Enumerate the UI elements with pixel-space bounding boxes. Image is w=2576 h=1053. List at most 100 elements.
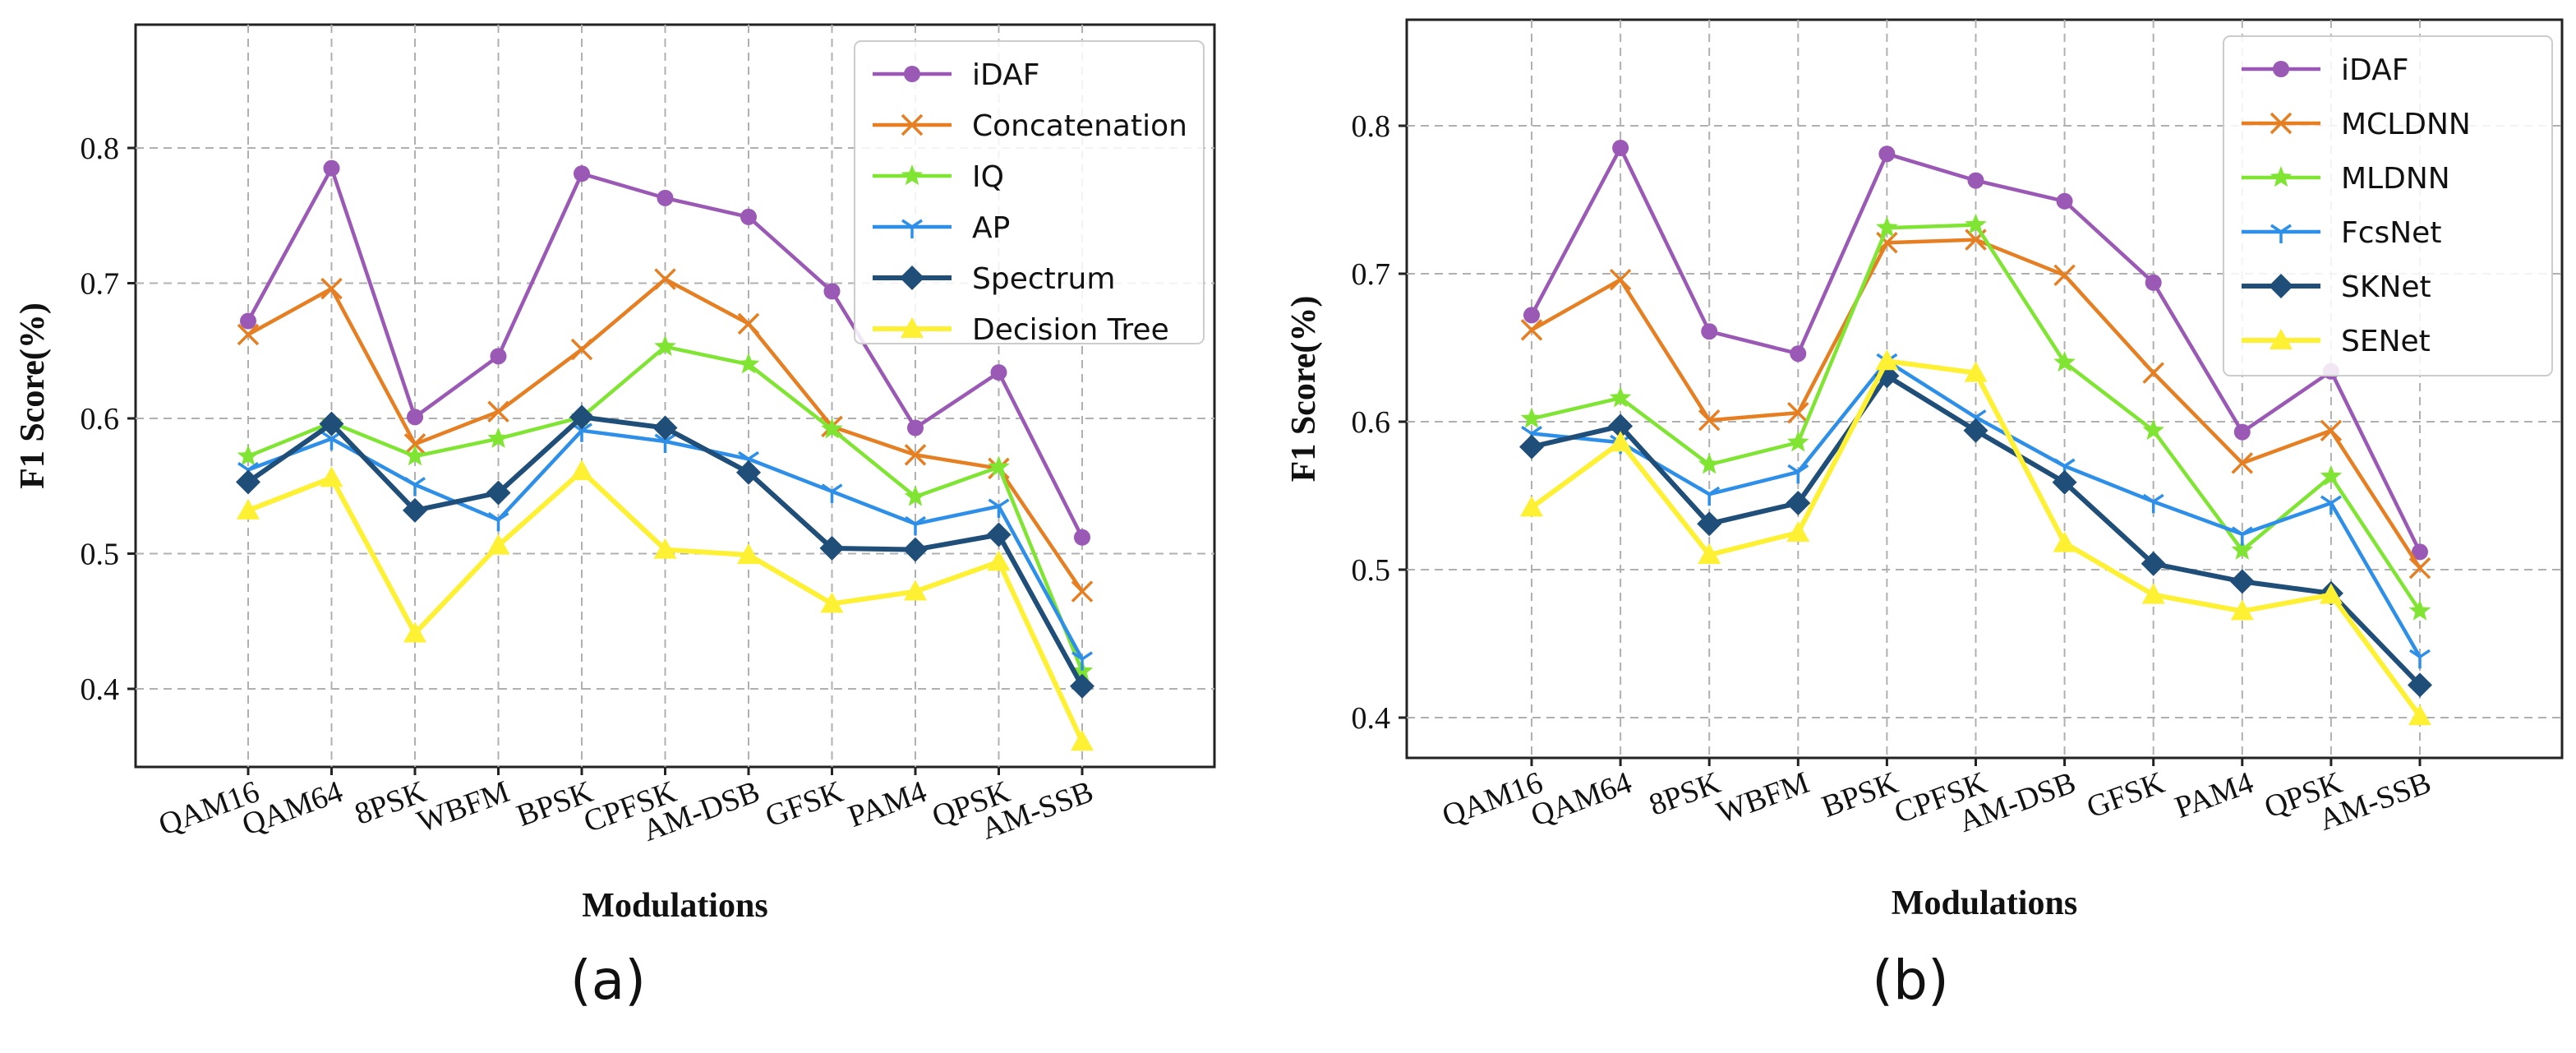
- data-point: [2320, 464, 2343, 486]
- data-point: [403, 497, 427, 523]
- data-point: [487, 400, 509, 423]
- legend-label: AP: [972, 211, 1010, 245]
- series-senet: [1520, 349, 2431, 726]
- data-point: [1787, 464, 1809, 484]
- data-point: [237, 323, 260, 346]
- data-point: [403, 445, 426, 466]
- data-point: [1701, 323, 1718, 340]
- data-point: [236, 469, 260, 495]
- data-point: [1519, 434, 1544, 460]
- data-point: [2142, 493, 2164, 514]
- data-point: [904, 444, 927, 466]
- data-point: [2233, 423, 2251, 441]
- legend: iDAF Concatenation IQ AP Spectrum Decision Tr…: [854, 40, 1205, 347]
- data-point: [1612, 140, 1629, 156]
- legend-label: SENet: [2341, 325, 2431, 358]
- legend-marker: [901, 164, 924, 186]
- data-point: [569, 404, 594, 430]
- data-point: [2319, 583, 2343, 604]
- data-point: [1787, 401, 1809, 424]
- y-axis-label: F1 Score(%): [14, 303, 52, 489]
- data-point: [1786, 491, 1811, 515]
- data-point: [2053, 351, 2076, 372]
- y-tick-label: 0.4: [81, 672, 120, 707]
- data-point: [1698, 486, 1721, 506]
- data-point: [1790, 345, 1807, 363]
- legend-marker: [904, 66, 920, 82]
- x-tick-label: WBFM: [412, 774, 514, 839]
- x-axis-label: Modulations: [582, 887, 767, 925]
- data-point: [654, 268, 676, 290]
- data-point: [574, 165, 590, 182]
- series-idaf: [1523, 140, 2428, 561]
- data-point: [404, 477, 426, 496]
- legend-marker: [2270, 166, 2293, 187]
- legend-box: [2223, 35, 2553, 376]
- legend-entry: Decision Tree: [873, 313, 1169, 347]
- legend-marker: [2273, 61, 2289, 77]
- data-point: [1875, 349, 1899, 371]
- legend-marker: [901, 219, 923, 238]
- data-point: [1876, 231, 1898, 254]
- y-tick-label: 0.6: [81, 402, 120, 436]
- legend-entry: MCLDNN: [2242, 108, 2471, 141]
- series-idaf: [240, 159, 1090, 546]
- x-tick-label: QAM64: [1527, 765, 1636, 834]
- data-point: [490, 348, 507, 365]
- data-point: [821, 483, 843, 503]
- data-point: [1071, 580, 1094, 603]
- x-tick-label: PAM4: [844, 774, 931, 834]
- y-tick-label: 0.8: [1352, 109, 1391, 144]
- data-point: [486, 533, 510, 555]
- data-point: [2229, 569, 2255, 594]
- y-tick-label: 0.8: [81, 132, 120, 166]
- data-point: [237, 498, 260, 520]
- data-point: [1609, 431, 1633, 452]
- data-point: [1786, 521, 1810, 542]
- data-point: [407, 409, 423, 426]
- legend-entry: FcsNet: [2242, 216, 2441, 250]
- data-point: [654, 433, 676, 453]
- data-point: [2142, 362, 2164, 384]
- data-point: [740, 208, 757, 225]
- legend-label: FcsNet: [2341, 216, 2441, 250]
- legend-entry: SKNet: [2242, 270, 2431, 304]
- data-point: [988, 498, 1010, 518]
- data-point: [819, 535, 845, 561]
- series-fcsnet: [1521, 353, 2431, 669]
- data-point: [990, 364, 1007, 381]
- data-point: [904, 485, 927, 506]
- legend-marker: [901, 113, 924, 136]
- data-point: [1609, 268, 1632, 291]
- data-point: [320, 466, 343, 487]
- data-point: [403, 621, 426, 643]
- legend-label: Concatenation: [972, 109, 1187, 143]
- series-spectrum: [236, 404, 1094, 699]
- data-point: [1520, 407, 1543, 428]
- data-point: [905, 515, 926, 536]
- legend-entry: iDAF: [2242, 53, 2408, 87]
- legend-label: MLDNN: [2341, 162, 2450, 196]
- legend-entry: iDAF: [873, 58, 1039, 92]
- x-tick-label: BPSK: [1818, 765, 1903, 824]
- data-point: [2409, 649, 2431, 669]
- legend-entry: MLDNN: [2242, 162, 2450, 196]
- series-decision-tree: [237, 460, 1094, 751]
- legend-marker: [2270, 329, 2293, 349]
- data-point: [820, 592, 844, 613]
- y-tick-label: 0.5: [81, 538, 120, 572]
- data-point: [2320, 419, 2343, 442]
- legend-entry: AP: [873, 211, 1010, 245]
- data-point: [2053, 264, 2076, 287]
- data-point: [2052, 469, 2077, 495]
- legend-label: SKNet: [2341, 270, 2431, 304]
- x-axis-label: Modulations: [1892, 884, 2077, 922]
- data-point: [237, 445, 260, 466]
- legend-marker: [2269, 274, 2293, 298]
- legend-box: [854, 40, 1205, 344]
- data-point: [1520, 496, 1543, 517]
- legend-label: Decision Tree: [972, 313, 1169, 347]
- data-point: [2412, 543, 2428, 561]
- legend-entry: Concatenation: [873, 109, 1187, 143]
